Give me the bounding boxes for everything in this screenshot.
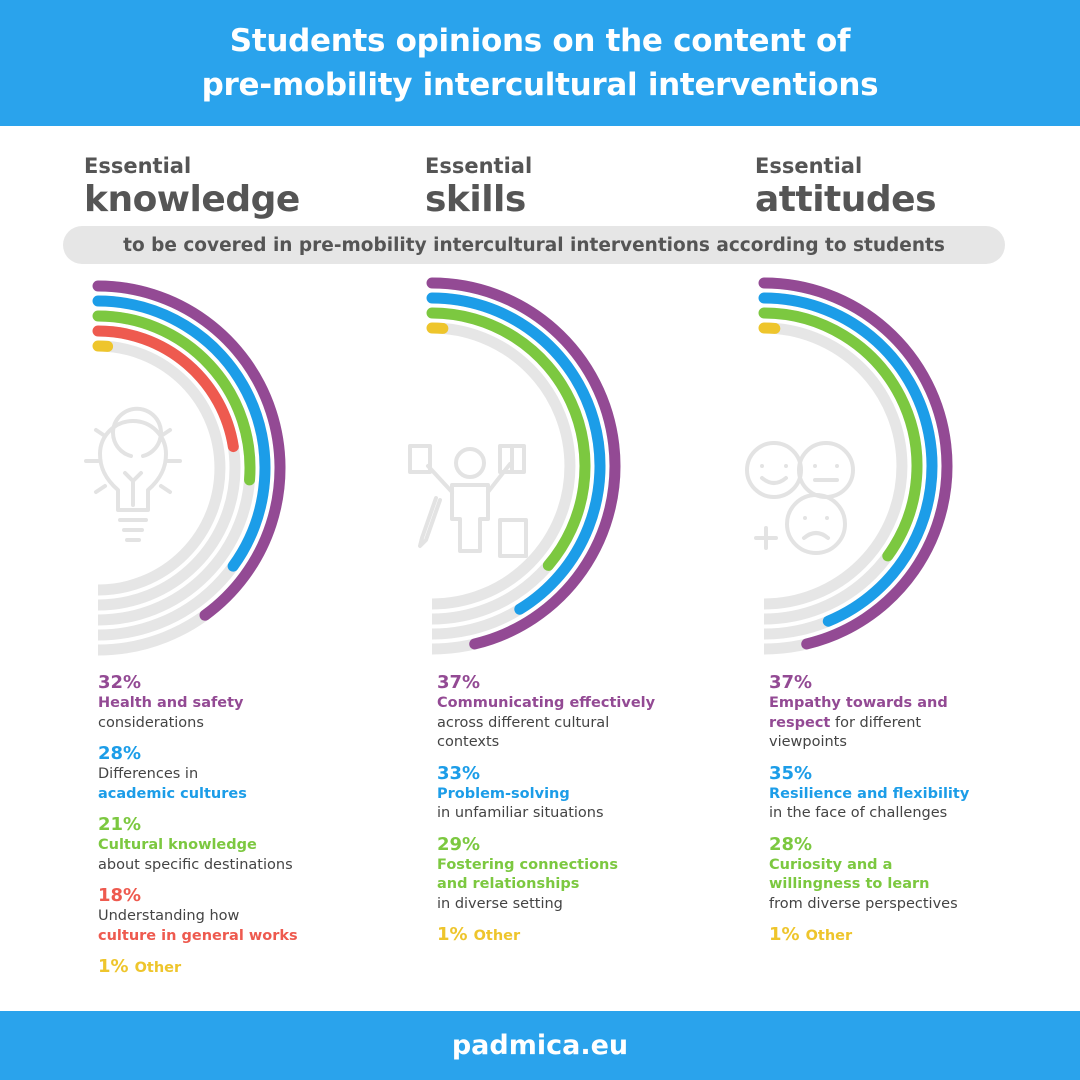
legend-bold: Cultural knowledge xyxy=(98,837,257,853)
header-banner: Students opinions on the content of pre-… xyxy=(0,0,1080,126)
footer-link[interactable]: padmica.eu xyxy=(451,1030,629,1061)
radial-chart-3 xyxy=(758,277,953,655)
radial-chart-2 xyxy=(426,277,621,655)
arc-track xyxy=(431,322,576,610)
heading-main: attitudes xyxy=(755,179,937,220)
radial-chart-1 xyxy=(92,280,286,656)
legend-text: Other xyxy=(805,928,853,944)
legend-bold: Fostering connections and relationships xyxy=(437,856,618,893)
legend-percent: 18% xyxy=(98,885,142,906)
legend-other: 1% Other xyxy=(437,924,737,947)
legend-item: 33% Problem-solving in unfamiliar situati… xyxy=(437,763,737,824)
legend-skills: 37% Communicating effectively across diff… xyxy=(437,672,737,947)
legend-item: 32% Health and safety considerations xyxy=(98,672,398,733)
heading-pre: Essential xyxy=(755,154,863,178)
legend-percent: 28% xyxy=(769,833,813,855)
legend-text: across different cultural contexts xyxy=(437,714,610,751)
heading-main: skills xyxy=(425,179,526,220)
legend-text: Differences in xyxy=(98,766,199,782)
legend-bold: Health and safety xyxy=(98,695,244,711)
arc-resilience xyxy=(758,292,938,627)
arc-fostering-connections xyxy=(426,307,591,571)
legend-percent: 33% xyxy=(437,762,481,784)
arc-problem-solving xyxy=(426,292,606,615)
heading-attitudes: Essential attitudes xyxy=(755,152,937,220)
arc-communicating xyxy=(426,277,621,650)
legend-bold: academic cultures xyxy=(98,785,247,802)
heading-skills: Essential skills xyxy=(425,152,532,220)
legend-attitudes: 37% Empathy towards and respect for diff… xyxy=(769,672,1069,947)
legend-percent: 37% xyxy=(769,672,813,693)
lightbulb-icon xyxy=(84,406,182,542)
legend-text: in the face of challenges xyxy=(769,805,948,821)
heading-pre: Essential xyxy=(425,154,533,178)
legend-knowledge: 32% Health and safety considerations 28% … xyxy=(98,672,398,979)
legend-percent: 1% xyxy=(769,924,800,945)
emotion-faces-icon xyxy=(745,441,855,555)
legend-other: 1% Other xyxy=(769,924,1069,947)
multitasking-person-icon xyxy=(408,444,528,558)
heading-main: knowledge xyxy=(84,179,300,220)
legend-bold: Problem-solving xyxy=(437,785,570,802)
legend-percent: 32% xyxy=(98,672,142,693)
legend-bold: Resilience and flexibility xyxy=(769,785,970,802)
legend-item: 28% Differences in academic cultures xyxy=(98,743,398,804)
legend-percent: 21% xyxy=(98,814,142,835)
legend-item: 21% Cultural knowledge about specific des… xyxy=(98,814,398,875)
arc-curiosity xyxy=(758,307,923,562)
arc-track xyxy=(763,322,908,610)
legend-percent: 28% xyxy=(98,743,142,764)
heading-pre: Essential xyxy=(84,154,192,178)
legend-item: 29% Fostering connections and relationsh… xyxy=(437,834,737,915)
legend-other: 1% Other xyxy=(98,956,398,979)
legend-text: in unfamiliar situations xyxy=(437,805,604,821)
legend-item: 35% Resilience and flexibility in the fac… xyxy=(769,763,1069,824)
subtitle-text: to be covered in pre-mobility intercultu… xyxy=(123,234,945,256)
legend-percent: 1% xyxy=(98,956,129,977)
legend-item: 37% Empathy towards and respect for diff… xyxy=(769,672,1069,753)
arc-empathy xyxy=(758,277,953,650)
legend-item: 37% Communicating effectively across diff… xyxy=(437,672,737,753)
legend-text: for different viewpoints xyxy=(769,714,922,751)
legend-text: considerations xyxy=(98,714,204,731)
title-line-1: Students opinions on the content of xyxy=(229,23,851,59)
arc-culture-works xyxy=(92,325,239,453)
arc-track xyxy=(97,340,226,596)
legend-percent: 37% xyxy=(437,672,481,693)
arc-academic-cultures xyxy=(92,295,271,572)
title-line-2: pre-mobility intercultural interventions xyxy=(201,67,879,103)
legend-bold: culture in general works xyxy=(98,927,298,944)
footer-banner: padmica.eu xyxy=(0,1011,1080,1080)
legend-text: in diverse setting xyxy=(437,895,563,912)
legend-percent: 1% xyxy=(437,924,468,945)
legend-bold: Empathy towards and respect xyxy=(769,695,948,731)
legend-item: 18% Understanding how culture in general … xyxy=(98,885,398,946)
legend-text: Other xyxy=(134,960,182,976)
heading-knowledge: Essential knowledge xyxy=(84,152,300,220)
arc-cultural-knowledge xyxy=(92,310,256,486)
legend-bold: Communicating effectively xyxy=(437,695,656,711)
legend-text: from diverse perspectives xyxy=(769,895,958,912)
arc-health-safety xyxy=(92,280,286,621)
legend-text: Other xyxy=(473,928,521,944)
legend-text: Understanding how xyxy=(98,908,240,924)
legend-percent: 29% xyxy=(437,833,481,855)
subtitle-pill: to be covered in pre-mobility intercultu… xyxy=(63,226,1005,264)
legend-percent: 35% xyxy=(769,762,813,784)
legend-bold: Curiosity and a willingness to learn xyxy=(769,856,930,893)
legend-item: 28% Curiosity and a willingness to learn… xyxy=(769,834,1069,915)
legend-text: about specific destinations xyxy=(98,856,293,873)
